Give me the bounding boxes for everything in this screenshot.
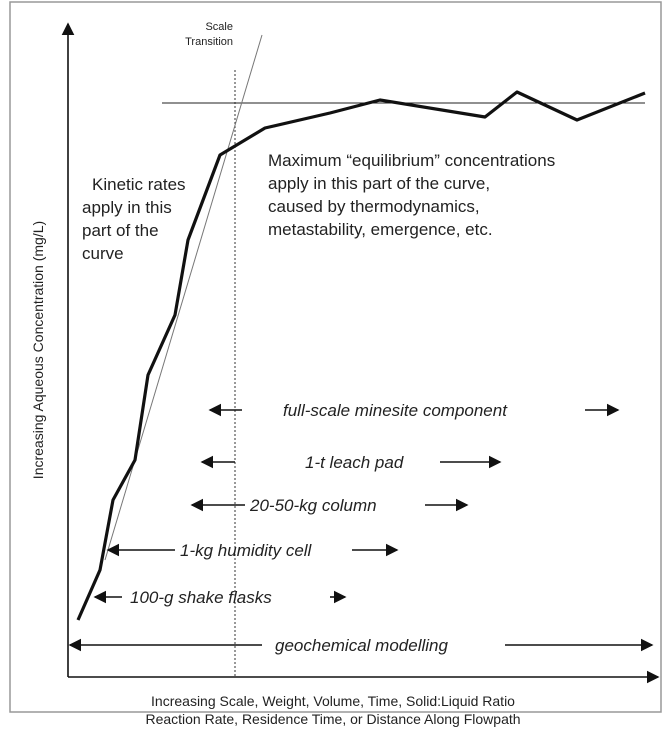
transition-label: Scale [205,21,233,33]
frame [9,1,662,713]
annotation: apply in this [82,198,172,217]
scale-label: 100-g shake flasks [130,588,272,607]
x-axis-label: Reaction Rate, Residence Time, or Distan… [145,711,520,727]
annotation: caused by thermodynamics, [268,197,480,216]
annotation: apply in this part of the curve, [268,174,490,193]
annotation: metastability, emergence, etc. [268,220,493,239]
x-axis-label: Increasing Scale, Weight, Volume, Time, … [151,693,515,709]
annotation: Kinetic rates [92,175,186,194]
annotation: curve [82,244,124,263]
annotation: part of the [82,221,159,240]
scale-label: 1-t leach pad [305,453,404,472]
scale-label: full-scale minesite component [283,401,508,420]
kinetic-line [104,34,263,561]
scale-label: geochemical modelling [275,636,448,655]
annotation: Maximum “equilibrium” concentrations [268,151,555,170]
scale-label: 20-50-kg column [249,496,377,515]
transition-label: Transition [185,36,233,48]
scale-label: 1-kg humidity cell [180,541,313,560]
curve [76,90,646,621]
y-axis-label: Increasing Aqueous Concentration (mg/L) [30,221,46,479]
